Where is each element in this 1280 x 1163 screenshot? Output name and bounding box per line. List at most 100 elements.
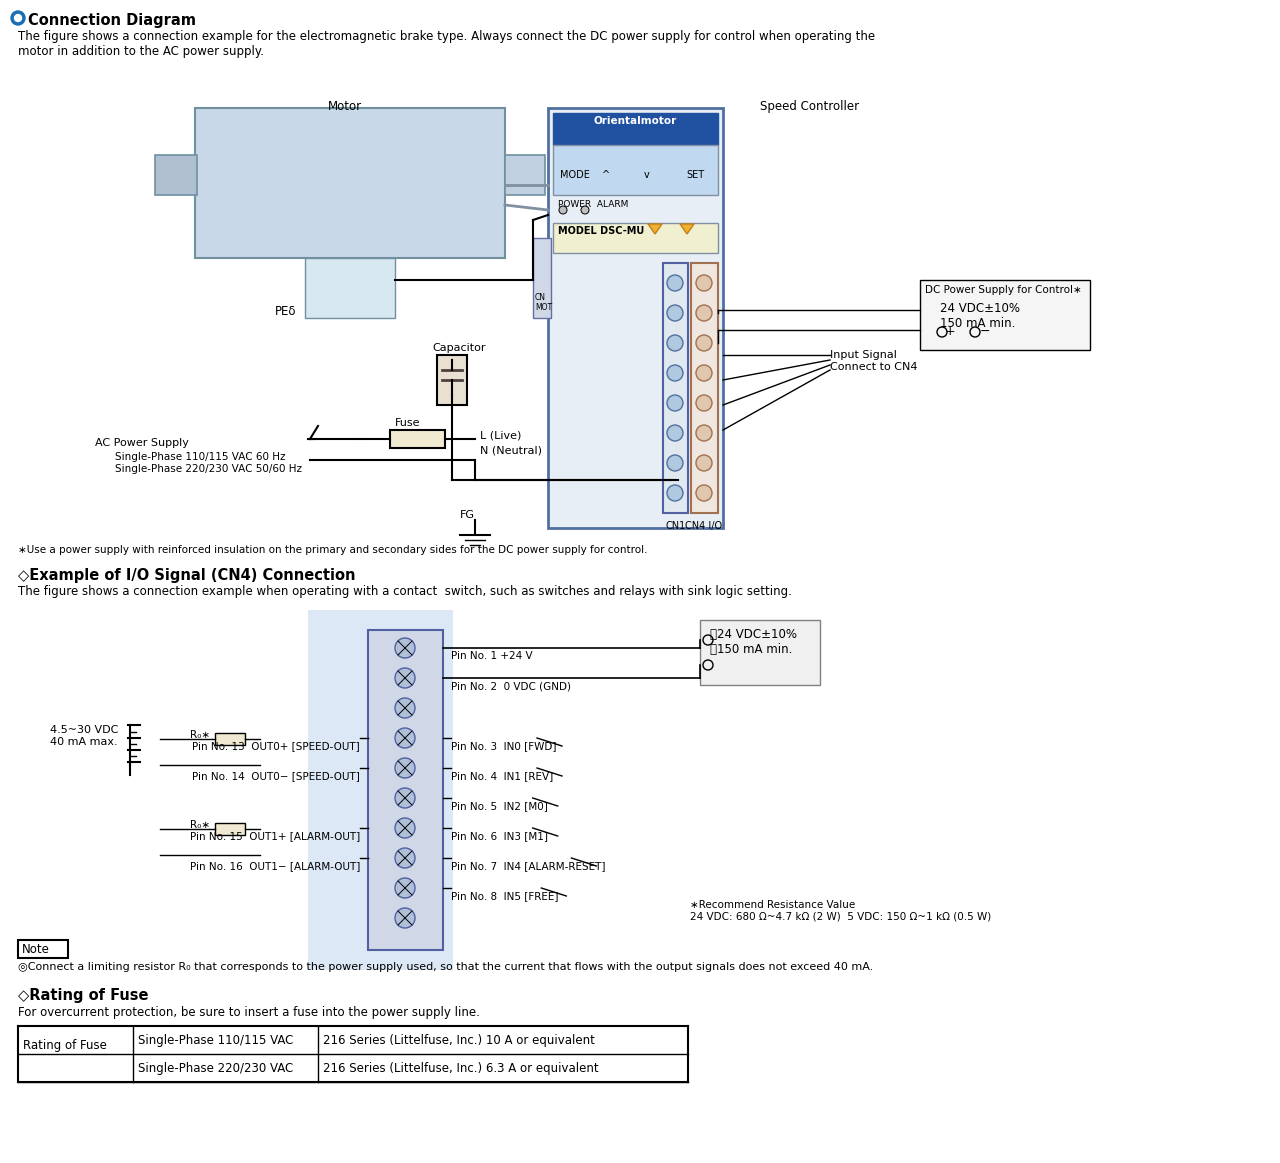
Circle shape — [667, 365, 684, 381]
Text: PEδ: PEδ — [275, 305, 297, 317]
Circle shape — [667, 455, 684, 471]
Text: Speed Controller: Speed Controller — [760, 100, 859, 113]
Bar — [506, 155, 545, 195]
Circle shape — [667, 305, 684, 321]
Polygon shape — [680, 224, 694, 234]
Bar — [663, 263, 689, 513]
Circle shape — [396, 908, 415, 928]
Circle shape — [696, 305, 712, 321]
Text: The figure shows a connection example when operating with a contact  switch, suc: The figure shows a connection example wh… — [18, 585, 792, 598]
Text: Single-Phase 220/230 VAC 50/60 Hz: Single-Phase 220/230 VAC 50/60 Hz — [115, 464, 302, 475]
Circle shape — [396, 638, 415, 658]
Circle shape — [581, 206, 589, 214]
Circle shape — [696, 455, 712, 471]
Text: ◎Connect a limiting resistor R₀ that corresponds to the power supply used, so th: ◎Connect a limiting resistor R₀ that cor… — [18, 962, 873, 972]
Text: 216 Series (Littelfuse, Inc.) 10 A or equivalent: 216 Series (Littelfuse, Inc.) 10 A or eq… — [323, 1034, 595, 1047]
Bar — [305, 258, 396, 317]
Text: CN4 I/O: CN4 I/O — [685, 521, 722, 531]
Text: v: v — [644, 170, 650, 180]
Text: Rating of Fuse: Rating of Fuse — [23, 1040, 106, 1053]
Text: CN1: CN1 — [666, 521, 685, 531]
Circle shape — [667, 274, 684, 291]
Text: Pin No. 8  IN5 [FREE]: Pin No. 8 IN5 [FREE] — [451, 891, 558, 901]
Circle shape — [396, 668, 415, 688]
Text: MODE: MODE — [561, 170, 590, 180]
Bar — [920, 280, 1091, 350]
Circle shape — [696, 424, 712, 441]
Text: Pin No. 5  IN2 [M0]: Pin No. 5 IN2 [M0] — [451, 801, 548, 811]
Bar — [553, 113, 718, 145]
Text: Fuse: Fuse — [396, 418, 421, 428]
Text: Pin No. 15  OUT1+ [ALARM-OUT]: Pin No. 15 OUT1+ [ALARM-OUT] — [189, 832, 360, 841]
Text: For overcurrent protection, be sure to insert a fuse into the power supply line.: For overcurrent protection, be sure to i… — [18, 1006, 480, 1019]
Circle shape — [396, 758, 415, 778]
Text: Pin No. 7  IN4 [ALARM-RESET]: Pin No. 7 IN4 [ALARM-RESET] — [451, 861, 605, 871]
Text: POWER  ALARM: POWER ALARM — [558, 200, 628, 209]
Circle shape — [667, 335, 684, 351]
Text: 24 VDC±10%
150 mA min.: 24 VDC±10% 150 mA min. — [940, 302, 1020, 330]
Bar — [553, 145, 718, 195]
Text: CN
MOT: CN MOT — [535, 293, 552, 313]
Circle shape — [396, 878, 415, 898]
Bar — [532, 238, 550, 317]
Text: Pin No. 4  IN1 [REV]: Pin No. 4 IN1 [REV] — [451, 771, 553, 782]
Circle shape — [667, 485, 684, 501]
Text: Pin No. 6  IN3 [M1]: Pin No. 6 IN3 [M1] — [451, 832, 548, 841]
Text: +: + — [945, 324, 956, 338]
Bar — [308, 611, 453, 970]
Text: ∗Recommend Resistance Value
24 VDC: 680 Ω~4.7 kΩ (2 W)  5 VDC: 150 Ω~1 kΩ (0.5 W: ∗Recommend Resistance Value 24 VDC: 680 … — [690, 900, 991, 921]
Circle shape — [667, 424, 684, 441]
Text: Pin No. 16  OUT1− [ALARM-OUT]: Pin No. 16 OUT1− [ALARM-OUT] — [189, 861, 360, 871]
Text: SET: SET — [686, 170, 704, 180]
Text: MODEL DSC-MU: MODEL DSC-MU — [558, 226, 644, 236]
Circle shape — [396, 848, 415, 868]
Text: 24 VDC±10%
	150 mA min.: 24 VDC±10% 150 mA min. — [710, 628, 797, 656]
Text: Pin No. 3  IN0 [FWD]: Pin No. 3 IN0 [FWD] — [451, 741, 557, 751]
Bar — [18, 940, 68, 958]
Text: L (Live): L (Live) — [480, 430, 521, 440]
Polygon shape — [648, 224, 662, 234]
Text: Capacitor: Capacitor — [433, 343, 485, 354]
Bar — [215, 733, 244, 745]
Text: Single-Phase 110/115 VAC 60 Hz: Single-Phase 110/115 VAC 60 Hz — [115, 452, 285, 462]
Text: Input Signal
Connect to CN4: Input Signal Connect to CN4 — [829, 350, 918, 372]
Circle shape — [696, 335, 712, 351]
Circle shape — [667, 395, 684, 411]
Text: Pin No. 1 +24 V: Pin No. 1 +24 V — [451, 651, 532, 661]
Text: Pin No. 14  OUT0− [SPEED-OUT]: Pin No. 14 OUT0− [SPEED-OUT] — [192, 771, 360, 782]
Circle shape — [396, 818, 415, 839]
Circle shape — [396, 789, 415, 808]
Bar — [195, 108, 506, 258]
Bar — [700, 620, 820, 685]
Circle shape — [696, 365, 712, 381]
Text: Pin No. 2  0 VDC (GND): Pin No. 2 0 VDC (GND) — [451, 682, 571, 691]
Text: The figure shows a connection example for the electromagnetic brake type. Always: The figure shows a connection example fo… — [18, 30, 876, 58]
Bar — [215, 823, 244, 835]
Bar — [369, 630, 443, 950]
Text: −: − — [980, 324, 991, 338]
Circle shape — [559, 206, 567, 214]
Bar — [436, 355, 467, 405]
Text: Note: Note — [22, 943, 50, 956]
Text: Motor: Motor — [328, 100, 362, 113]
Text: ^: ^ — [602, 170, 611, 180]
Text: Single-Phase 110/115 VAC: Single-Phase 110/115 VAC — [138, 1034, 293, 1047]
Text: 4.5~30 VDC
40 mA max.: 4.5~30 VDC 40 mA max. — [50, 725, 118, 747]
Circle shape — [696, 274, 712, 291]
Bar — [548, 108, 723, 528]
Bar — [553, 223, 718, 254]
Bar — [390, 430, 445, 448]
Circle shape — [396, 698, 415, 718]
Circle shape — [396, 728, 415, 748]
Circle shape — [14, 14, 22, 21]
Text: AC Power Supply: AC Power Supply — [95, 438, 189, 448]
Text: Connection Diagram: Connection Diagram — [28, 13, 196, 28]
Text: 216 Series (Littelfuse, Inc.) 6.3 A or equivalent: 216 Series (Littelfuse, Inc.) 6.3 A or e… — [323, 1062, 599, 1075]
Text: R₀∗: R₀∗ — [189, 730, 210, 740]
Text: N (Neutral): N (Neutral) — [480, 445, 541, 455]
Text: Pin No. 13  OUT0+ [SPEED-OUT]: Pin No. 13 OUT0+ [SPEED-OUT] — [192, 741, 360, 751]
Text: FG: FG — [460, 511, 475, 520]
Bar — [691, 263, 718, 513]
Bar — [155, 155, 197, 195]
Text: Single-Phase 220/230 VAC: Single-Phase 220/230 VAC — [138, 1062, 293, 1075]
